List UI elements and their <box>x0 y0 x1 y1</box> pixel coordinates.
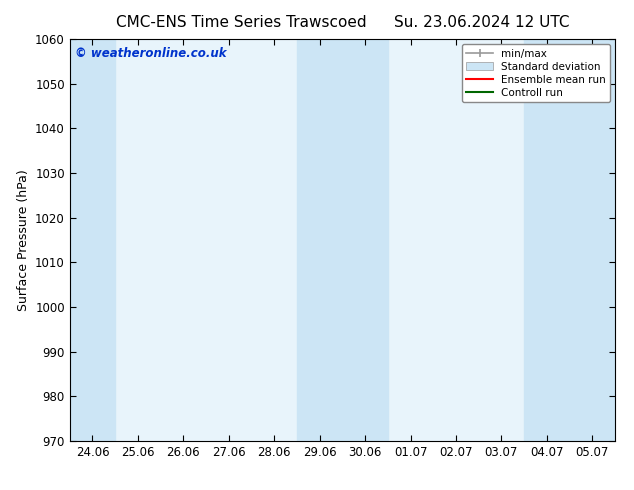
Bar <box>524 39 569 441</box>
Text: Su. 23.06.2024 12 UTC: Su. 23.06.2024 12 UTC <box>394 15 569 30</box>
Bar <box>569 39 615 441</box>
Text: © weatheronline.co.uk: © weatheronline.co.uk <box>75 47 227 60</box>
Legend: min/max, Standard deviation, Ensemble mean run, Controll run: min/max, Standard deviation, Ensemble me… <box>462 45 610 102</box>
Text: CMC-ENS Time Series Trawscoed: CMC-ENS Time Series Trawscoed <box>115 15 366 30</box>
Bar <box>342 39 388 441</box>
Bar <box>297 39 342 441</box>
Y-axis label: Surface Pressure (hPa): Surface Pressure (hPa) <box>16 169 30 311</box>
Bar <box>70 39 115 441</box>
